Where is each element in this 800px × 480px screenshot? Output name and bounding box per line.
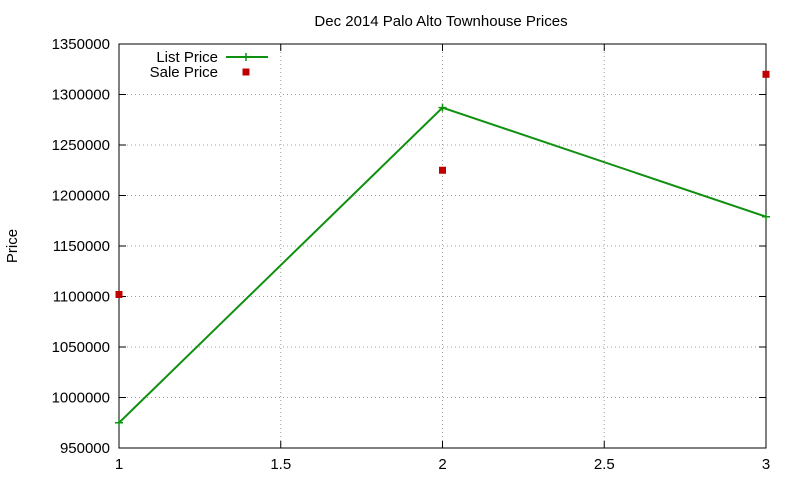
x-tick-label: 1 [115, 456, 123, 473]
axis-ticks: 950000 1000000 1050000 1100000 1150000 120000… [52, 36, 771, 473]
y-tick-label: 1100000 [53, 289, 110, 306]
legend-label: List Price [156, 49, 218, 66]
sale-price-point [439, 166, 446, 174]
y-axis-label: Price [4, 229, 21, 263]
plot-series [115, 70, 770, 427]
legend-label: Sale Price [150, 64, 218, 81]
sale-price-point [762, 70, 770, 78]
series-line-list-price [118, 106, 767, 424]
y-tick-label: 1150000 [53, 238, 110, 255]
y-tick-label: 1200000 [52, 188, 110, 205]
grid [119, 44, 766, 448]
y-tick-label: 950000 [60, 440, 110, 457]
list-price-point [438, 103, 447, 112]
list-price-point [115, 418, 123, 427]
y-tick-label: 1000000 [52, 390, 110, 407]
legend-marker-list-price [242, 53, 250, 61]
plot-frame [118, 43, 767, 449]
x-tick-label: 2 [438, 456, 446, 473]
x-tick-label: 2.5 [594, 456, 615, 473]
chart-title: Dec 2014 Palo Alto Townhouse Prices [314, 13, 567, 30]
y-tick-label: 1300000 [52, 87, 110, 104]
list-price-point [762, 212, 770, 221]
x-tick-label: 3 [762, 456, 770, 473]
legend-swatch-sale-price [242, 68, 250, 76]
y-tick-label: 1250000 [52, 137, 110, 154]
sale-price-point [115, 290, 123, 298]
y-tick-label: 1350000 [52, 36, 110, 53]
y-tick-label: 1050000 [52, 339, 110, 356]
x-tick-label: 1.5 [270, 456, 291, 473]
